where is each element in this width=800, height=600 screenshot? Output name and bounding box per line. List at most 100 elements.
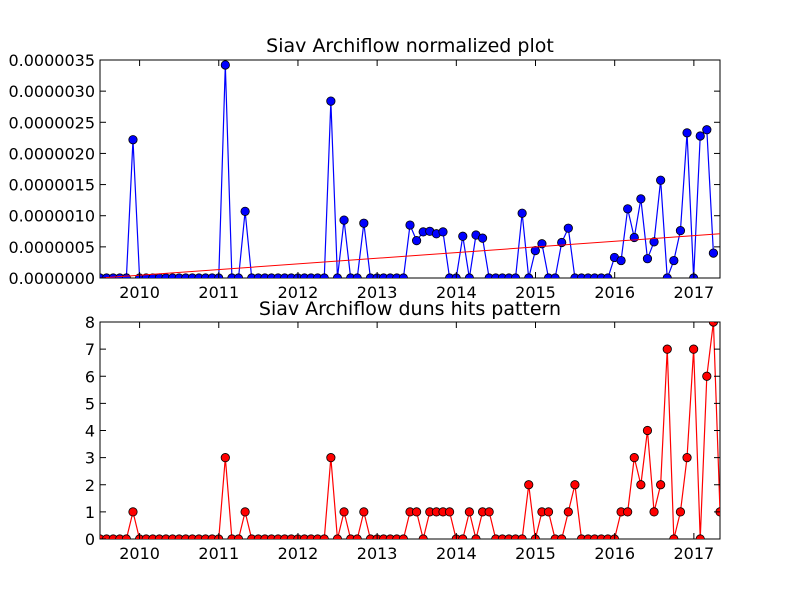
normalized-data-point: [695, 131, 705, 141]
normalized-data-point: [326, 96, 336, 106]
normalized-data-point: [656, 175, 666, 185]
duns-hits-ytick-label: 8: [85, 313, 95, 332]
normalized-xtick-label: 2016: [594, 283, 635, 302]
normalized-data-point: [616, 255, 626, 266]
duns-hits-data-point: [662, 344, 672, 354]
duns-hits-data-point: [557, 534, 567, 539]
normalized-plot-marks: [100, 60, 720, 278]
duns-hits-data-point: [702, 371, 712, 381]
normalized-data-point: [517, 208, 527, 218]
normalized-data-point: [464, 273, 474, 278]
normalized-data-point: [477, 233, 488, 243]
normalized-data-point: [636, 194, 646, 204]
duns-hits-data-point: [339, 507, 349, 517]
duns-hits-xtick-label: 2015: [515, 544, 556, 563]
normalized-xtick-label: 2015: [515, 283, 556, 302]
duns-hits-xtick-label: 2013: [357, 544, 398, 563]
normalized-data-point: [339, 215, 349, 225]
duns-hits-xtick-label: 2016: [594, 544, 635, 563]
normalized-data-point: [702, 125, 712, 135]
duns-hits-data-point: [464, 507, 474, 517]
duns-hits-ytick-label: 0: [85, 530, 95, 549]
normalized-xtick-label: 2010: [119, 283, 160, 302]
normalized-data-point: [642, 254, 653, 264]
duns-hits-data-point: [695, 534, 705, 539]
duns-hits-xtick-label: 2014: [436, 544, 477, 563]
normalized-data-point: [220, 60, 230, 70]
duns-hits-xtick-label: 2012: [278, 544, 319, 563]
duns-hits-data-point: [240, 507, 250, 517]
duns-hits-data-point: [220, 453, 230, 463]
normalized-plot-area: [100, 60, 720, 278]
normalized-ytick-label: 0.0000030: [8, 82, 95, 101]
normalized-xtick-label: 2014: [436, 283, 477, 302]
normalized-xtick-label: 2017: [674, 283, 715, 302]
duns-hits-data-point: [319, 534, 329, 539]
duns-hits-data-point: [471, 534, 481, 539]
duns-hits-xtick-label: 2017: [674, 544, 715, 563]
duns-hits-data-point: [563, 507, 573, 517]
duns-hits-data-point: [682, 453, 692, 463]
normalized-data-point: [411, 236, 422, 246]
duns-hits-data-point: [543, 507, 554, 517]
normalized-data-point: [682, 128, 692, 138]
normalized-xtick-label: 2011: [198, 283, 239, 302]
normalized-ytick-label: 0.0000025: [8, 113, 95, 132]
duns-hits-ytick-label: 5: [85, 394, 95, 413]
normalized-data-point: [649, 237, 659, 247]
normalized-data-point: [233, 273, 244, 278]
duns-hits-data-point: [656, 480, 666, 490]
normalized-data-point: [563, 223, 573, 233]
normalized-ytick-label: 0.0000000: [8, 269, 95, 288]
normalized-data-point: [530, 245, 540, 256]
duns-hits-data-point: [398, 534, 409, 539]
normalized-data-point: [398, 273, 409, 278]
normalized-data-point: [458, 231, 468, 241]
duns-hits-data-point: [649, 507, 659, 517]
duns-hits-plot-title: Siav Archiflow duns hits pattern: [259, 298, 561, 320]
normalized-data-point: [510, 273, 521, 278]
duns-hits-data-point: [458, 534, 468, 539]
duns-hits-data-point: [418, 534, 428, 539]
normalized-plot-title: Siav Archiflow normalized plot: [266, 35, 554, 57]
duns-hits-data-point: [669, 534, 679, 539]
duns-hits-ytick-label: 4: [85, 422, 95, 441]
duns-hits-data-point: [524, 480, 534, 490]
duns-hits-data-point: [629, 453, 639, 463]
normalized-xtick-label: 2012: [278, 283, 319, 302]
normalized-data-point: [405, 220, 415, 230]
duns-hits-ytick-label: 6: [85, 367, 95, 386]
normalized-data-point: [240, 206, 250, 216]
duns-hits-data-point: [484, 507, 494, 517]
normalized-ytick-label: 0.0000010: [8, 207, 95, 226]
duns-hits-plot: 0 1 2 3 4 5 6 7 8 2010 2011 2012 2013 2014 2015 2016 201…: [85, 298, 721, 563]
normalized-ytick-label: 0.0000015: [8, 176, 95, 195]
normalized-ytick-label: 0.0000035: [8, 51, 95, 70]
duns-hits-data-point: [411, 507, 422, 517]
duns-hits-data-point: [233, 534, 244, 539]
normalized-data-point: [603, 273, 613, 278]
duns-hits-data-point: [352, 534, 362, 539]
duns-hits-data-point: [128, 507, 138, 517]
duns-hits-data-point: [642, 425, 653, 436]
duns-hits-ytick-label: 1: [85, 503, 95, 522]
normalized-plot-frame: [99, 59, 721, 279]
normalized-trend-line: [100, 233, 720, 278]
duns-hits-xtick-label: 2011: [198, 544, 239, 563]
normalized-data-point: [708, 248, 719, 258]
duns-hits-data-point: [359, 507, 369, 517]
normalized-data-point: [623, 204, 633, 214]
duns-hits-data-point: [517, 534, 527, 539]
duns-hits-data-point: [444, 507, 455, 517]
normalized-series-line: [100, 64, 715, 278]
duns-hits-ytick-label: 3: [85, 449, 95, 468]
normalized-data-point: [662, 273, 672, 278]
normalized-data-point: [669, 255, 679, 266]
duns-hits-data-point: [332, 534, 343, 539]
duns-hits-data-point: [675, 507, 686, 517]
normalized-xtick-label: 2013: [357, 283, 398, 302]
duns-hits-data-point: [570, 480, 580, 490]
duns-hits-data-point: [636, 480, 646, 490]
